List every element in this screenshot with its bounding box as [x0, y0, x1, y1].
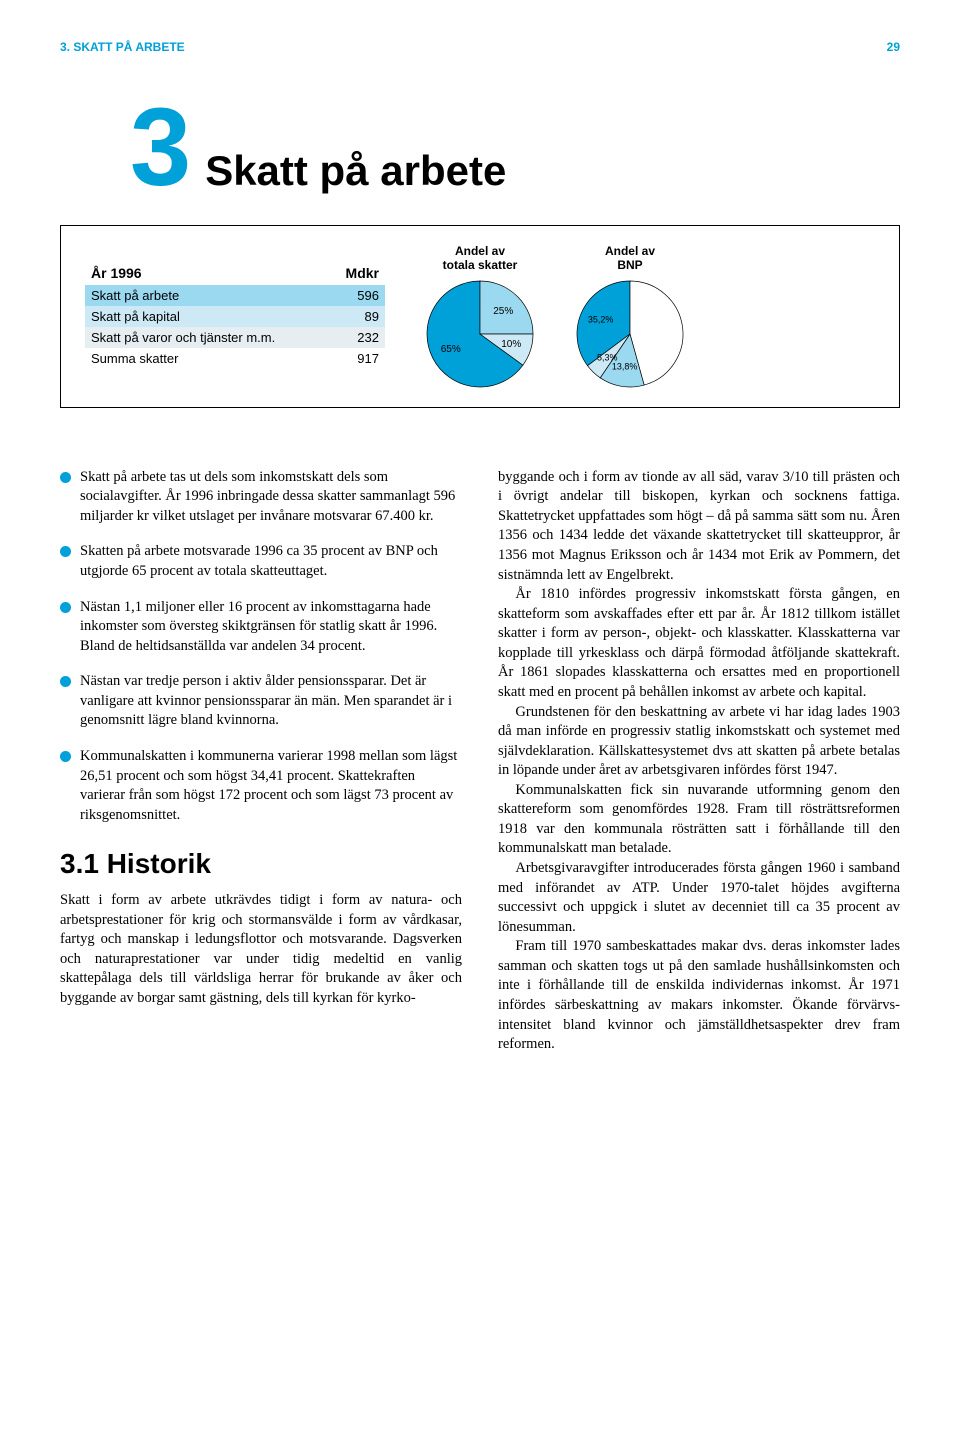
row-label: Summa skatter [91, 351, 178, 366]
pie-slice-label: 13,8% [612, 361, 638, 371]
pie2-title: Andel av BNP [605, 244, 655, 273]
chapter-heading: 3 Skatt på arbete [60, 104, 900, 195]
pie-chart-totala-skatter: Andel av totala skatter 65% 25% 10% [425, 244, 535, 389]
bullet-item: Kommunalskatten i kommunerna varierar 19… [60, 747, 462, 825]
body-columns: Skatt på arbete tas ut dels som inkomsts… [60, 468, 900, 1055]
pie-slice-label: 5,3% [597, 353, 618, 363]
pie-slice-label: 65% [441, 344, 461, 355]
body-paragraph: Fram till 1970 sambeskattades makar dvs.… [498, 937, 900, 1054]
left-column: Skatt på arbete tas ut dels som inkomsts… [60, 468, 462, 1055]
table-header-row: År 1996 Mdkr [85, 263, 385, 285]
chapter-number: 3 [130, 104, 191, 192]
table-row: Summa skatter 917 [85, 348, 385, 369]
bullet-item: Skatt på arbete tas ut dels som inkomsts… [60, 468, 462, 527]
pie-slice-label: 10% [501, 339, 521, 350]
row-label: Skatt på kapital [91, 309, 180, 324]
summary-info-box: År 1996 Mdkr Skatt på arbete596Skatt på … [60, 225, 900, 408]
pie-slice-label: 35,2% [588, 314, 614, 324]
bullet-item: Nästan 1,1 miljoner eller 16 procent av … [60, 598, 462, 657]
row-value: 89 [365, 309, 379, 324]
row-label: Skatt på arbete [91, 288, 179, 303]
body-paragraph: byggande och i form av tionde av all säd… [498, 468, 900, 585]
body-paragraph: Kommunalskatten fick sin nuvarande utfor… [498, 781, 900, 859]
bullet-item: Nästan var tredje person i aktiv ålder p… [60, 672, 462, 731]
row-value: 232 [357, 330, 379, 345]
pie-slice-label: 25% [493, 306, 513, 317]
row-value: 917 [357, 351, 379, 366]
bullet-item: Skatten på arbete motsvarade 1996 ca 35 … [60, 542, 462, 581]
row-value: 596 [357, 288, 379, 303]
body-paragraph: Grundstenen för den beskattning av arbet… [498, 703, 900, 781]
year-label: År 1996 [91, 265, 142, 281]
row-label: Skatt på varor och tjänster m.m. [91, 330, 275, 345]
table-row: Skatt på arbete 596 [85, 285, 385, 306]
pie1-title: Andel av totala skatter [443, 244, 518, 273]
running-head-text: 3. SKATT PÅ ARBETE [60, 40, 185, 54]
pie-chart-bnp: Andel av BNP 35,2% 13,8%5,3% [575, 244, 685, 389]
amount-label: Mdkr [346, 265, 379, 281]
body-paragraph: Arbetsgivaravgifter introducerades först… [498, 859, 900, 937]
tax-summary-table: År 1996 Mdkr Skatt på arbete596Skatt på … [85, 263, 385, 369]
section-heading-historik: 3.1 Historik [60, 845, 462, 883]
pie1-svg: 65% 25% 10% [425, 279, 535, 389]
page-number: 29 [887, 40, 900, 54]
running-header: 3. SKATT PÅ ARBETE 29 [60, 40, 900, 54]
right-column: byggande och i form av tionde av all säd… [498, 468, 900, 1055]
historik-paragraph: Skatt i form av arbete utkrävdes tidigt … [60, 891, 462, 1008]
table-row: Skatt på varor och tjänster m.m. 232 [85, 327, 385, 348]
table-row: Skatt på kapital 89 [85, 306, 385, 327]
chapter-title: Skatt på arbete [205, 147, 506, 195]
body-paragraph: År 1810 infördes progressiv inkomstskatt… [498, 585, 900, 702]
pie2-svg: 35,2% 13,8%5,3% [575, 279, 685, 389]
